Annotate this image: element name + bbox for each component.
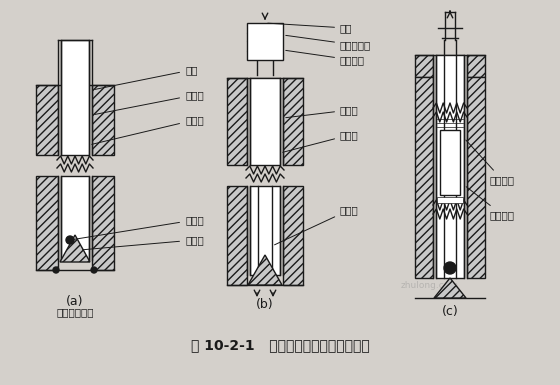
Bar [61,40,89,155]
Polygon shape [248,255,282,285]
Circle shape [91,267,97,273]
Bar [283,186,303,285]
Text: 回弹标: 回弹标 [73,215,204,239]
Bar [440,130,460,195]
Text: 钻孔壁: 钻孔壁 [95,90,204,114]
Text: zhulong.com: zhulong.com [401,281,459,290]
Bar [36,176,58,270]
Bar [437,197,463,203]
Bar [36,85,58,155]
Bar [227,78,247,165]
Text: 图 10-2-1   辅助杆压人式标志埋设步骤: 图 10-2-1 辅助杆压人式标志埋设步骤 [190,338,370,352]
Text: (a): (a) [66,295,84,308]
Bar [92,85,114,155]
Text: 钻孔壁: 钻孔壁 [286,105,359,118]
Bar [250,78,280,165]
Bar [247,23,283,60]
Text: 测标: 测标 [268,23,352,33]
Circle shape [53,267,59,273]
Text: (b): (b) [256,298,274,311]
Circle shape [444,262,456,274]
Bar [283,78,303,165]
Bar [436,55,464,278]
Text: (c): (c) [442,305,459,318]
Bar [92,176,114,270]
Text: 固定螺旋: 固定螺旋 [286,50,365,65]
Polygon shape [60,235,90,262]
Text: 白灰回填: 白灰回填 [466,187,515,220]
Bar [467,77,485,278]
Bar [467,55,485,77]
Polygon shape [434,278,466,298]
Bar [227,186,247,285]
Text: 硬木楔: 硬木楔 [83,235,204,250]
Text: 保护管: 保护管 [283,130,359,152]
Text: 圆盒水准器: 圆盒水准器 [286,35,371,50]
Circle shape [66,236,74,244]
Text: 地面: 地面 [95,65,198,89]
Bar [61,176,89,260]
Text: 辅助杆: 辅助杆 [274,205,359,245]
Text: 孔底设计平面: 孔底设计平面 [56,307,94,317]
Text: 保护管: 保护管 [92,115,204,144]
Text: 素土回填: 素土回填 [466,140,515,185]
Bar [415,55,433,77]
Bar [415,77,433,278]
Bar [250,186,280,275]
